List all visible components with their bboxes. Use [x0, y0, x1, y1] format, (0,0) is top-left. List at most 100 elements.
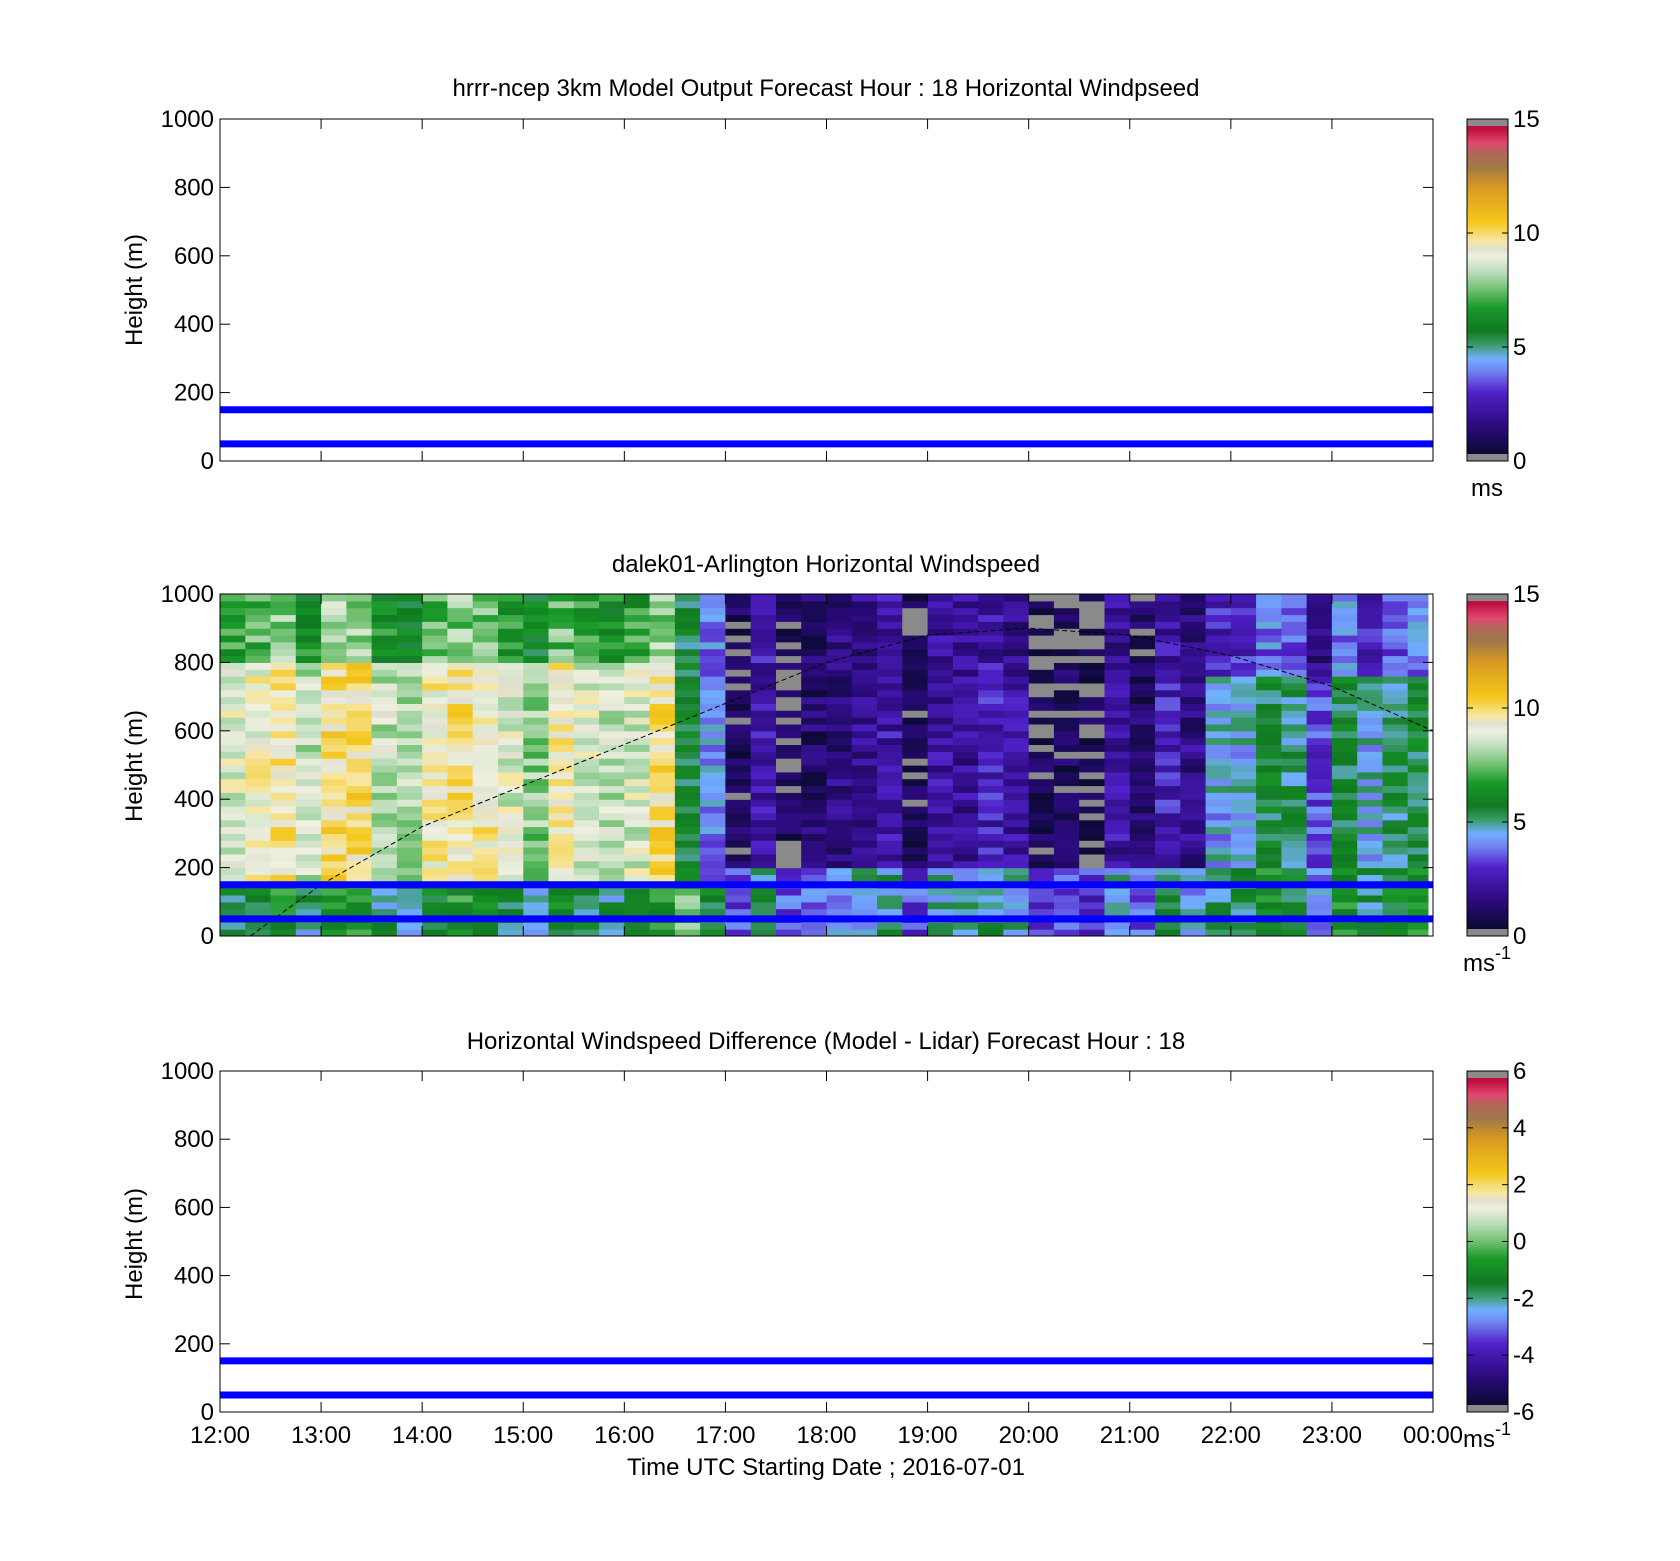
heatmap-cell	[270, 840, 297, 848]
heatmap-cell	[1382, 614, 1409, 622]
heatmap-cell	[801, 682, 828, 691]
heatmap-cell	[1155, 901, 1181, 910]
heatmap-cell	[902, 607, 929, 616]
heatmap-cell	[1306, 929, 1333, 936]
heatmap-cell	[902, 867, 929, 875]
heatmap-cell	[851, 860, 878, 869]
heatmap-cell	[447, 594, 474, 602]
heatmap-cell	[851, 799, 878, 807]
heatmap-cell	[523, 607, 550, 616]
heatmap-cell	[1003, 600, 1030, 609]
heatmap-cell	[573, 929, 600, 936]
heatmap-cell	[750, 778, 777, 787]
heatmap-cell	[1180, 785, 1207, 793]
heatmap-cell	[1357, 703, 1384, 711]
heatmap-cell	[396, 655, 423, 663]
heatmap-cell	[1306, 806, 1333, 814]
heatmap-cell	[1028, 840, 1055, 848]
heatmap-cell	[826, 676, 853, 684]
heatmap-cell	[826, 751, 853, 759]
heatmap-cell	[1281, 785, 1308, 793]
heatmap-cell	[573, 922, 600, 930]
heatmap-cell	[1256, 696, 1282, 704]
heatmap-cell	[422, 682, 449, 691]
heatmap-cell	[1104, 758, 1131, 766]
heatmap-cell	[1079, 594, 1106, 602]
heatmap-cell	[1129, 655, 1156, 663]
heatmap-cell	[1331, 867, 1358, 875]
heatmap-cell	[801, 888, 828, 896]
heatmap-cell	[396, 751, 423, 759]
heatmap-cell	[750, 648, 777, 657]
heatmap-cell	[927, 867, 954, 875]
panel-lidar-title: dalek01-Arlington Horizontal Windspeed	[612, 551, 1040, 578]
heatmap-cell	[1281, 929, 1308, 936]
heatmap-cell	[295, 860, 322, 869]
heatmap-cell	[978, 737, 1004, 745]
heatmap-cell	[952, 922, 979, 930]
heatmap-cell	[1129, 874, 1156, 882]
heatmap-cell	[877, 607, 903, 616]
heatmap-cell	[674, 607, 701, 616]
heatmap-cell	[346, 792, 373, 800]
heatmap-cell	[1028, 765, 1055, 773]
heatmap-cell	[725, 847, 752, 855]
heatmap-cell	[1205, 703, 1232, 711]
heatmap-cell	[877, 853, 903, 862]
heatmap-cell	[1407, 778, 1429, 787]
heatmap-cell	[877, 860, 903, 869]
heatmap-cell	[700, 901, 726, 910]
heatmap-cell	[346, 771, 373, 780]
heatmap-cell	[1129, 792, 1156, 800]
heatmap-cell	[472, 867, 499, 875]
heatmap-cell	[447, 819, 474, 828]
heatmap-cell	[523, 744, 550, 752]
heatmap-cell	[1003, 895, 1030, 903]
heatmap-cell	[750, 710, 777, 718]
heatmap-cell	[1079, 922, 1106, 930]
heatmap-cell	[1382, 744, 1409, 752]
heatmap-cell	[826, 682, 853, 691]
heatmap-cell	[1104, 641, 1131, 650]
heatmap-cell	[1079, 662, 1106, 670]
heatmap-cell	[952, 888, 979, 896]
heatmap-cell	[548, 853, 575, 862]
heatmap-cell	[1129, 751, 1156, 759]
heatmap-cell	[573, 600, 600, 609]
heatmap-cell	[851, 621, 878, 629]
heatmap-cell	[927, 922, 954, 930]
heatmap-cell	[1407, 655, 1429, 663]
heatmap-cell	[1205, 806, 1232, 814]
xtick-label: 15:00	[493, 1422, 553, 1449]
heatmap-cell	[649, 895, 676, 903]
heatmap-cell	[624, 628, 651, 636]
heatmap-cell	[1104, 594, 1131, 602]
heatmap-cell	[801, 758, 828, 766]
heatmap-cell	[321, 737, 347, 745]
heatmap-cell	[978, 778, 1004, 787]
heatmap-cell	[321, 799, 347, 807]
heatmap-cell	[1281, 621, 1308, 629]
heatmap-cell	[1003, 703, 1030, 711]
heatmap-cell	[1155, 853, 1181, 862]
heatmap-cell	[1129, 908, 1156, 916]
heatmap-cell	[978, 860, 1004, 869]
heatmap-cell	[1256, 908, 1282, 916]
heatmap-cell	[1407, 895, 1429, 903]
heatmap-cell	[700, 792, 726, 800]
heatmap-cell	[1205, 662, 1232, 670]
panel-difference-title: Horizontal Windspeed Difference (Model -…	[467, 1028, 1186, 1055]
heatmap-cell	[599, 792, 625, 800]
heatmap-cell	[1180, 826, 1207, 834]
heatmap-cell	[573, 607, 600, 616]
heatmap-cell	[902, 662, 929, 670]
heatmap-cell	[270, 724, 297, 732]
heatmap-cell	[245, 812, 272, 821]
heatmap-cell	[1003, 689, 1030, 698]
heatmap-cell	[498, 648, 524, 657]
heatmap-cell	[295, 635, 322, 643]
heatmap-cell	[1079, 655, 1106, 663]
heatmap-cell	[1053, 669, 1080, 677]
heatmap-cell	[1382, 689, 1409, 698]
heatmap-cell	[1180, 669, 1207, 677]
